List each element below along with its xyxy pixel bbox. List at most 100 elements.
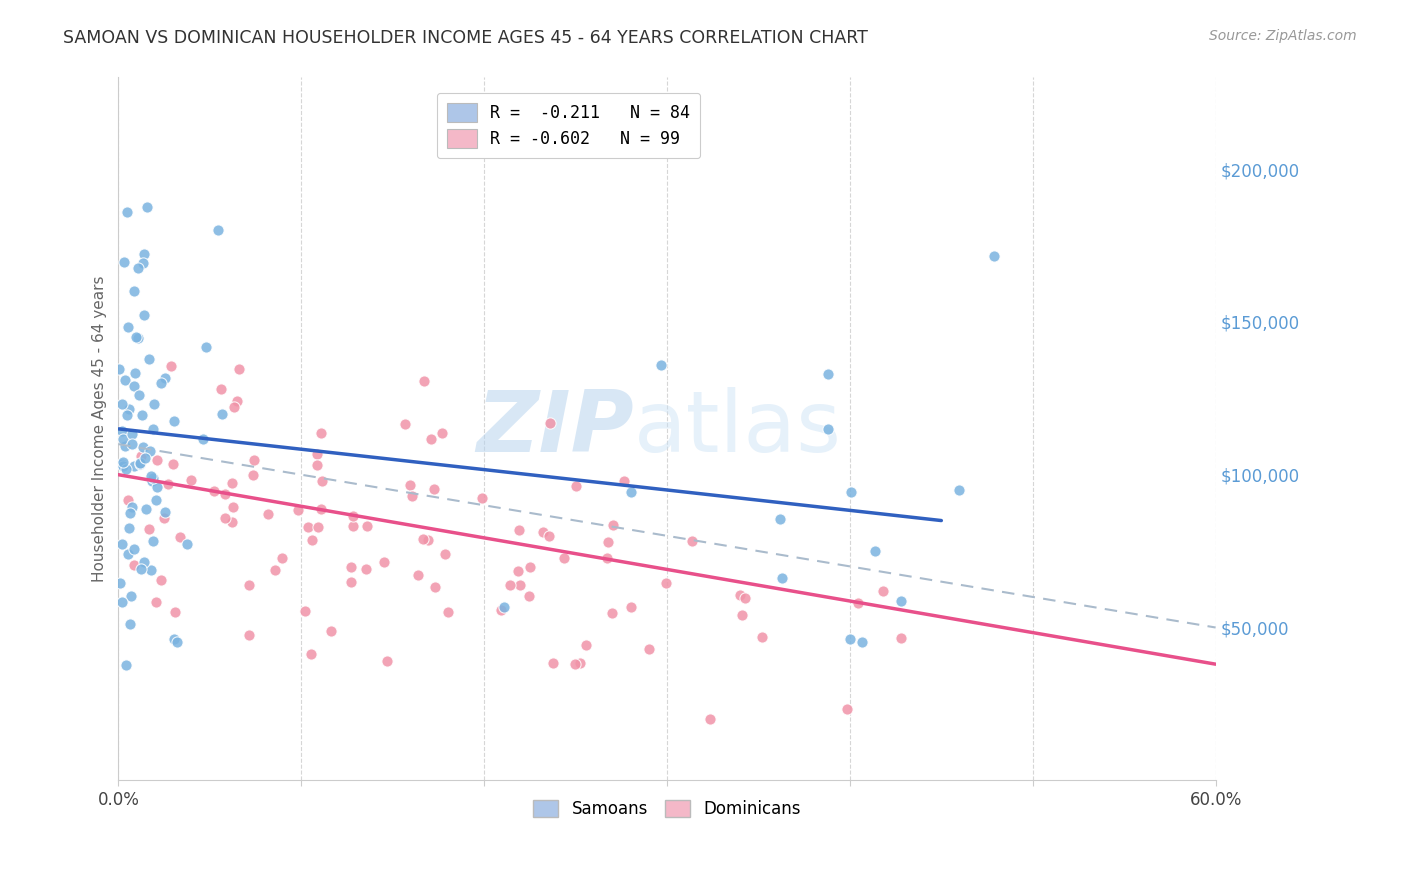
Point (127, 261, 149, 276)
Point (519, 560, 541, 574)
Point (419, 432, 441, 446)
Point (221, 475, 243, 490)
Point (153, 371, 176, 385)
Point (117, 205, 139, 219)
Point (114, 439, 136, 453)
Point (108, 362, 131, 376)
Point (141, 533, 163, 548)
Point (309, 426, 332, 441)
Point (238, 578, 260, 592)
Point (342, 518, 364, 533)
Point (145, 480, 167, 494)
Point (373, 555, 395, 569)
Point (311, 474, 333, 488)
Point (294, 604, 316, 618)
Point (176, 536, 198, 550)
Point (163, 414, 186, 428)
Point (408, 567, 430, 582)
Point (207, 223, 229, 237)
Point (129, 449, 152, 463)
Point (271, 550, 294, 565)
Point (948, 483, 970, 497)
Point (596, 534, 619, 549)
Point (600, 606, 623, 620)
Point (145, 453, 167, 467)
Point (309, 502, 332, 516)
Point (160, 359, 183, 373)
Point (224, 401, 246, 415)
Point (214, 487, 236, 501)
Point (134, 450, 156, 465)
Point (143, 397, 166, 411)
Point (506, 564, 529, 578)
Point (153, 511, 176, 525)
Point (191, 433, 214, 447)
Point (124, 366, 146, 380)
Point (734, 591, 756, 606)
Point (114, 657, 136, 672)
Text: ZIP: ZIP (477, 387, 634, 470)
Point (163, 632, 186, 646)
Point (211, 382, 233, 396)
Point (498, 578, 520, 592)
Point (596, 551, 619, 566)
Point (221, 515, 243, 529)
Point (508, 523, 530, 537)
Point (121, 500, 143, 514)
Point (111, 424, 134, 438)
Point (354, 562, 377, 576)
Point (620, 484, 643, 499)
Point (846, 596, 869, 610)
Point (124, 330, 146, 344)
Legend: Samoans, Dominicans: Samoans, Dominicans (527, 793, 807, 825)
Point (124, 379, 146, 393)
Point (139, 443, 162, 458)
Point (122, 558, 145, 572)
Point (413, 374, 436, 388)
Point (135, 502, 157, 516)
Point (128, 388, 150, 402)
Point (111, 457, 134, 471)
Point (118, 401, 141, 416)
Point (163, 605, 186, 619)
Point (132, 247, 155, 261)
Point (731, 608, 754, 623)
Point (699, 712, 721, 726)
Point (112, 458, 135, 473)
Text: SAMOAN VS DOMINICAN HOUSEHOLDER INCOME AGES 45 - 64 YEARS CORRELATION CHART: SAMOAN VS DOMINICAN HOUSEHOLDER INCOME A… (63, 29, 868, 46)
Point (117, 547, 139, 561)
Point (650, 358, 672, 372)
Point (112, 254, 135, 268)
Point (517, 589, 540, 603)
Point (537, 529, 560, 543)
Point (553, 550, 575, 565)
Point (111, 432, 134, 446)
Point (115, 408, 138, 422)
Point (770, 571, 793, 585)
Point (141, 563, 163, 577)
Point (287, 502, 309, 516)
Point (238, 628, 260, 642)
Point (509, 578, 531, 592)
Point (129, 457, 152, 471)
Point (422, 482, 444, 496)
Point (835, 702, 858, 716)
Point (297, 520, 319, 534)
Point (728, 588, 751, 602)
Point (194, 340, 217, 354)
Point (141, 470, 163, 484)
Point (433, 547, 456, 561)
Point (211, 407, 233, 421)
Point (655, 575, 678, 590)
Point (565, 479, 588, 493)
Point (135, 200, 157, 214)
Point (145, 595, 167, 609)
Point (112, 455, 135, 469)
Point (471, 491, 494, 505)
Point (541, 656, 564, 670)
Point (890, 593, 912, 607)
Point (214, 511, 236, 525)
Point (121, 427, 143, 442)
Point (111, 536, 134, 550)
Point (138, 522, 160, 536)
